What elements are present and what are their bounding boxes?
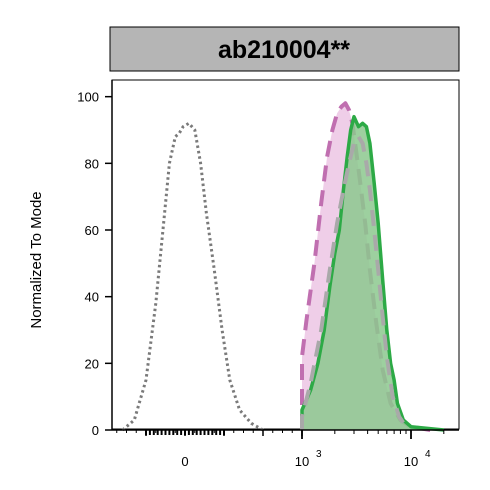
- title-box: [109, 26, 460, 72]
- y-tick-label: 20: [85, 356, 99, 371]
- y-tick-label: 80: [85, 156, 99, 171]
- x-tick-exp-1e4: 4: [425, 449, 431, 460]
- series-layer: [121, 101, 444, 432]
- unstained-control-curve-line: [121, 121, 264, 432]
- x-tick-label-1e4: 10: [404, 454, 418, 469]
- y-tick-label: 100: [77, 90, 99, 105]
- antibody-stained-curve-fill: [302, 116, 444, 430]
- antibody-stained-curve-line: [300, 114, 444, 432]
- y-axis-label: Normalized To Mode: [28, 191, 45, 328]
- y-tick-label: 40: [85, 290, 99, 305]
- y-tick-label: 60: [85, 223, 99, 238]
- chart-title: ab210004**: [218, 36, 350, 64]
- x-tick-group: [116, 430, 445, 439]
- x-tick-label-1e3: 10: [295, 454, 309, 469]
- y-tick-label: 0: [92, 423, 99, 438]
- plot-frame: [111, 79, 460, 430]
- y-tick-group: 0 20 40 60 80 100: [77, 90, 112, 438]
- secondary-control-curve-line: [300, 134, 408, 430]
- x-tick-label-zero: 0: [181, 454, 188, 469]
- x-tick-exp-1e3: 3: [316, 449, 322, 460]
